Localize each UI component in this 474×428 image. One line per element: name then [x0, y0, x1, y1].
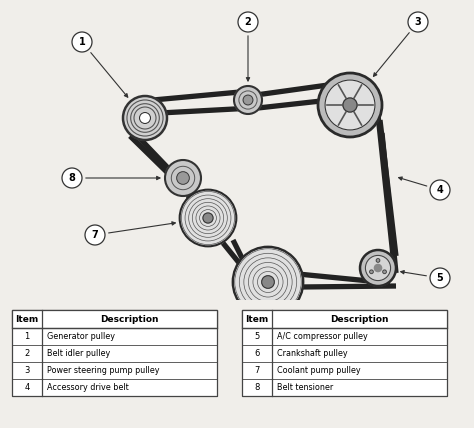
Circle shape	[383, 270, 386, 273]
Text: 1: 1	[24, 332, 29, 341]
Circle shape	[376, 259, 380, 262]
Circle shape	[325, 80, 375, 130]
Circle shape	[234, 86, 262, 114]
Circle shape	[180, 190, 236, 246]
Text: 8: 8	[69, 173, 75, 183]
Circle shape	[85, 225, 105, 245]
Circle shape	[343, 98, 357, 112]
Circle shape	[139, 113, 151, 124]
Text: Generator pulley: Generator pulley	[47, 332, 115, 341]
Circle shape	[203, 213, 213, 223]
Circle shape	[235, 249, 301, 315]
Text: 2: 2	[245, 17, 251, 27]
Circle shape	[123, 96, 167, 140]
Text: 5: 5	[255, 332, 260, 341]
Bar	[242, 310, 447, 396]
Circle shape	[365, 256, 391, 281]
Circle shape	[192, 202, 224, 234]
Circle shape	[62, 168, 82, 188]
Circle shape	[196, 206, 220, 230]
Circle shape	[370, 270, 373, 273]
Text: Description: Description	[100, 315, 159, 324]
Circle shape	[72, 32, 92, 52]
Circle shape	[318, 73, 382, 137]
Circle shape	[200, 210, 217, 226]
Circle shape	[165, 160, 201, 196]
Bar	[12, 310, 217, 328]
Circle shape	[253, 267, 283, 297]
Circle shape	[244, 258, 292, 306]
Circle shape	[430, 268, 450, 288]
Text: 4: 4	[437, 185, 443, 195]
Circle shape	[182, 191, 235, 244]
Text: 2: 2	[24, 349, 29, 358]
Text: Power steering pump pulley: Power steering pump pulley	[47, 366, 159, 375]
Bar	[12, 310, 217, 396]
Text: 7: 7	[91, 230, 99, 240]
Text: Description: Description	[330, 315, 389, 324]
Text: 3: 3	[415, 17, 421, 27]
Circle shape	[243, 95, 253, 105]
Circle shape	[262, 276, 274, 288]
Circle shape	[177, 172, 189, 184]
Circle shape	[408, 12, 428, 32]
Text: Coolant pump pulley: Coolant pump pulley	[277, 366, 361, 375]
Circle shape	[189, 199, 228, 237]
Circle shape	[238, 12, 258, 32]
Text: 4: 4	[24, 383, 29, 392]
Circle shape	[257, 271, 279, 292]
Text: Crankshaft pulley: Crankshaft pulley	[277, 349, 347, 358]
Circle shape	[185, 195, 231, 241]
Text: 1: 1	[79, 37, 85, 47]
Circle shape	[360, 250, 396, 286]
Bar	[242, 310, 447, 328]
Circle shape	[430, 180, 450, 200]
Text: Item: Item	[15, 315, 38, 324]
Text: 6: 6	[207, 315, 213, 325]
Circle shape	[248, 262, 288, 302]
Text: 8: 8	[255, 383, 260, 392]
Circle shape	[239, 253, 297, 311]
Text: 3: 3	[24, 366, 30, 375]
Text: A/C compressor pulley: A/C compressor pulley	[277, 332, 368, 341]
Text: Belt idler pulley: Belt idler pulley	[47, 349, 110, 358]
Circle shape	[200, 310, 220, 330]
Text: 5: 5	[437, 273, 443, 283]
Text: Accessory drive belt: Accessory drive belt	[47, 383, 129, 392]
Circle shape	[374, 265, 382, 272]
Text: 7: 7	[255, 366, 260, 375]
Text: Item: Item	[246, 315, 269, 324]
Text: 6: 6	[255, 349, 260, 358]
Circle shape	[233, 247, 303, 317]
Text: Belt tensioner: Belt tensioner	[277, 383, 333, 392]
